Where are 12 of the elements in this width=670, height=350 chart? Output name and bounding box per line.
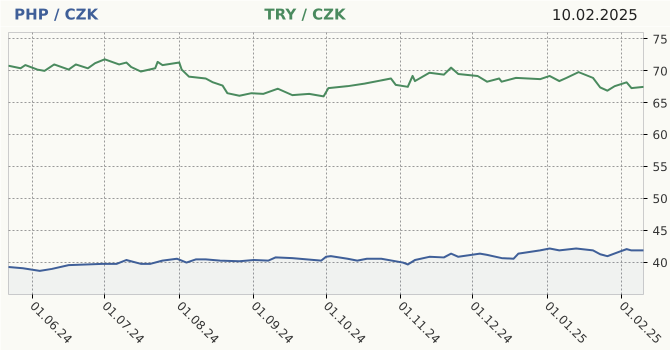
y-tick-label: 45 xyxy=(652,224,668,238)
chart-title: 10.02.2025 xyxy=(552,6,638,24)
text: PHP / CZK xyxy=(14,6,100,24)
y-tick-label: 70 xyxy=(652,64,668,78)
text: TRY / CZK xyxy=(264,6,348,24)
y-tick-label: 40 xyxy=(652,256,668,270)
y-tick-label: 65 xyxy=(652,96,668,110)
y-tick-label: 50 xyxy=(652,192,668,206)
y-tick-label: 55 xyxy=(652,160,668,174)
y-tick-label: 60 xyxy=(652,128,668,142)
line-series xyxy=(8,58,644,98)
y-tick-label: 75 xyxy=(652,32,668,46)
